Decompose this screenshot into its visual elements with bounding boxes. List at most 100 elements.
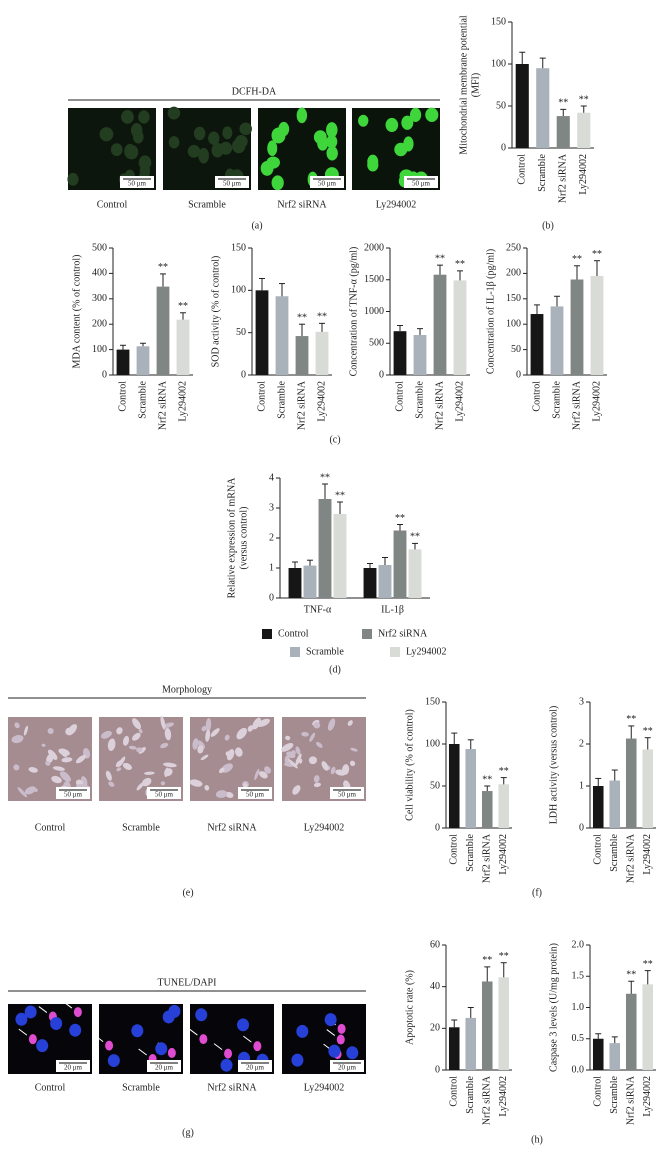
bar xyxy=(136,346,150,375)
cell xyxy=(205,729,211,742)
nucleus xyxy=(296,1024,309,1038)
cell xyxy=(121,109,134,124)
y-tick-label: 100 xyxy=(491,58,506,69)
y-axis-label: (versus control) xyxy=(238,506,249,569)
y-tick-label: 0 xyxy=(102,369,107,380)
nucleus xyxy=(168,1004,181,1018)
bar xyxy=(408,549,422,598)
significance: ** xyxy=(320,472,330,483)
x-tick-label: Nrf2 siRNA xyxy=(482,1075,493,1125)
bar xyxy=(570,279,584,375)
cell xyxy=(235,747,243,757)
cell xyxy=(200,754,209,761)
cell xyxy=(292,785,301,795)
cell xyxy=(163,762,177,768)
significance: ** xyxy=(558,98,568,109)
bar xyxy=(303,565,317,598)
arrow xyxy=(213,1043,223,1051)
y-tick-label: 500 xyxy=(92,242,107,253)
bar xyxy=(642,984,654,1070)
legend-swatch xyxy=(362,629,372,639)
y-tick-label: 3 xyxy=(269,502,274,513)
cell xyxy=(285,735,291,741)
y-tick-label: 3 xyxy=(579,696,584,707)
cell xyxy=(215,790,228,798)
cell xyxy=(132,130,144,144)
cell xyxy=(23,725,29,736)
bar xyxy=(176,319,190,375)
cell xyxy=(110,143,123,157)
cell xyxy=(295,746,301,755)
image-caption: Control xyxy=(35,822,66,833)
image-caption: Nrf2 siRNA xyxy=(277,199,327,210)
y-tick-label: 0.0 xyxy=(572,1064,585,1075)
scale-label: 50 μm xyxy=(318,180,337,188)
scale-label: 50 μm xyxy=(412,180,431,188)
cell xyxy=(349,760,356,767)
x-tick-label: Ly294002 xyxy=(578,154,589,195)
y-tick-label: 200 xyxy=(92,318,107,329)
x-tick-label: TNF-α xyxy=(304,604,332,615)
cell xyxy=(122,762,132,771)
x-tick-label: Control xyxy=(517,154,528,185)
cell xyxy=(65,727,72,736)
x-tick-label: Control xyxy=(394,381,405,412)
cell xyxy=(264,766,272,774)
cell xyxy=(164,767,169,778)
cell xyxy=(288,759,298,769)
bar xyxy=(393,530,407,598)
bar xyxy=(498,784,510,828)
nucleus xyxy=(167,1047,176,1058)
cell xyxy=(309,732,316,742)
scale-label: 50 μm xyxy=(246,791,265,799)
significance: ** xyxy=(643,959,653,970)
cell xyxy=(167,106,181,120)
significance: ** xyxy=(335,490,345,501)
image-caption: Control xyxy=(35,1082,66,1093)
panel-title: Morphology xyxy=(162,684,212,695)
cell xyxy=(409,107,422,122)
cell xyxy=(33,788,38,792)
x-tick-label: Nrf2 siRNA xyxy=(571,380,582,430)
cell xyxy=(201,726,207,732)
cell xyxy=(326,122,338,138)
x-tick-label: Nrf2 siRNA xyxy=(157,380,168,430)
cell xyxy=(226,749,235,761)
arrow xyxy=(189,1028,198,1036)
bar xyxy=(448,1027,460,1070)
bar xyxy=(275,296,289,375)
cell xyxy=(58,748,70,756)
bar xyxy=(625,993,637,1070)
panel-label: (c) xyxy=(329,434,340,445)
panel-label: (b) xyxy=(542,220,554,231)
cell xyxy=(105,770,112,781)
x-tick-label: Control xyxy=(531,381,542,412)
legend-label: Ly294002 xyxy=(406,646,447,657)
y-tick-label: 100 xyxy=(231,285,246,296)
y-tick-label: 1 xyxy=(579,780,584,791)
y-tick-label: 200 xyxy=(506,268,521,279)
x-tick-label: Ly294002 xyxy=(454,381,465,422)
bar xyxy=(498,977,510,1070)
scale-label: 20 μm xyxy=(338,1064,357,1072)
cell xyxy=(192,738,199,750)
panel-label: (h) xyxy=(531,1134,543,1145)
nucleus xyxy=(224,1048,233,1059)
cell xyxy=(350,747,358,752)
bar xyxy=(481,791,493,828)
y-tick-label: 1000 xyxy=(364,306,384,317)
significance: ** xyxy=(482,774,492,785)
bar xyxy=(465,1017,477,1070)
cell xyxy=(197,740,206,749)
significance: ** xyxy=(572,254,582,265)
bar xyxy=(116,349,130,375)
bar xyxy=(536,68,550,148)
cell xyxy=(128,745,137,750)
bar xyxy=(530,314,544,375)
image-caption: Scramble xyxy=(122,1082,160,1093)
cell xyxy=(358,114,369,127)
cell xyxy=(327,718,336,731)
x-tick-label: Nrf2 siRNA xyxy=(626,833,637,883)
x-tick-label: Scramble xyxy=(414,380,425,418)
cell xyxy=(17,787,28,798)
